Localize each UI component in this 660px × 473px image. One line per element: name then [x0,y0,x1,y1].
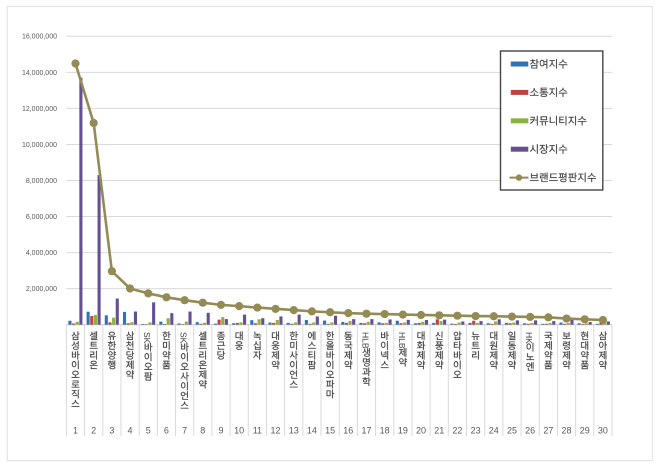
svg-text:HK: HK [524,332,534,344]
svg-text:27: 27 [543,425,553,435]
svg-text:30: 30 [598,425,608,435]
svg-text:3: 3 [109,425,114,435]
svg-text:15: 15 [325,425,335,435]
svg-text:22: 22 [452,425,462,435]
svg-text:SK: SK [142,332,152,344]
svg-text:16: 16 [343,425,353,435]
svg-text:19: 19 [398,425,408,435]
svg-text:11: 11 [253,425,262,435]
svg-text:5: 5 [146,425,151,435]
svg-text:12: 12 [271,425,281,435]
svg-text:7: 7 [182,425,187,435]
svg-text:10: 10 [234,425,244,435]
svg-text:SK: SK [179,332,189,344]
svg-text:24: 24 [489,425,499,435]
svg-text:9: 9 [218,425,223,435]
svg-text:HLB: HLB [360,332,370,349]
svg-text:20: 20 [416,425,426,435]
svg-text:13: 13 [289,425,299,435]
svg-text:23: 23 [471,425,481,435]
svg-text:21: 21 [434,425,444,435]
svg-text:2,000,000: 2,000,000 [26,286,57,293]
svg-text:8,000,000: 8,000,000 [26,178,57,185]
svg-text:4: 4 [128,425,133,435]
svg-text:29: 29 [580,425,590,435]
svg-text:17: 17 [361,425,371,435]
svg-text:14,000,000: 14,000,000 [22,70,57,77]
svg-text:8: 8 [200,425,205,435]
svg-text:12,000,000: 12,000,000 [22,106,57,113]
svg-text:18: 18 [380,425,390,435]
svg-text:2: 2 [91,425,96,435]
svg-text:6: 6 [164,425,169,435]
svg-text:16,000,000: 16,000,000 [22,34,57,41]
svg-text:10,000,000: 10,000,000 [22,142,57,149]
svg-text:4,000,000: 4,000,000 [26,250,57,257]
svg-text:14: 14 [307,425,317,435]
svg-text:25: 25 [507,425,517,435]
svg-text:1: 1 [73,425,78,435]
svg-text:6,000,000: 6,000,000 [26,214,57,221]
svg-text:28: 28 [562,425,572,435]
svg-text:HLB: HLB [397,332,407,349]
svg-text:26: 26 [525,425,535,435]
